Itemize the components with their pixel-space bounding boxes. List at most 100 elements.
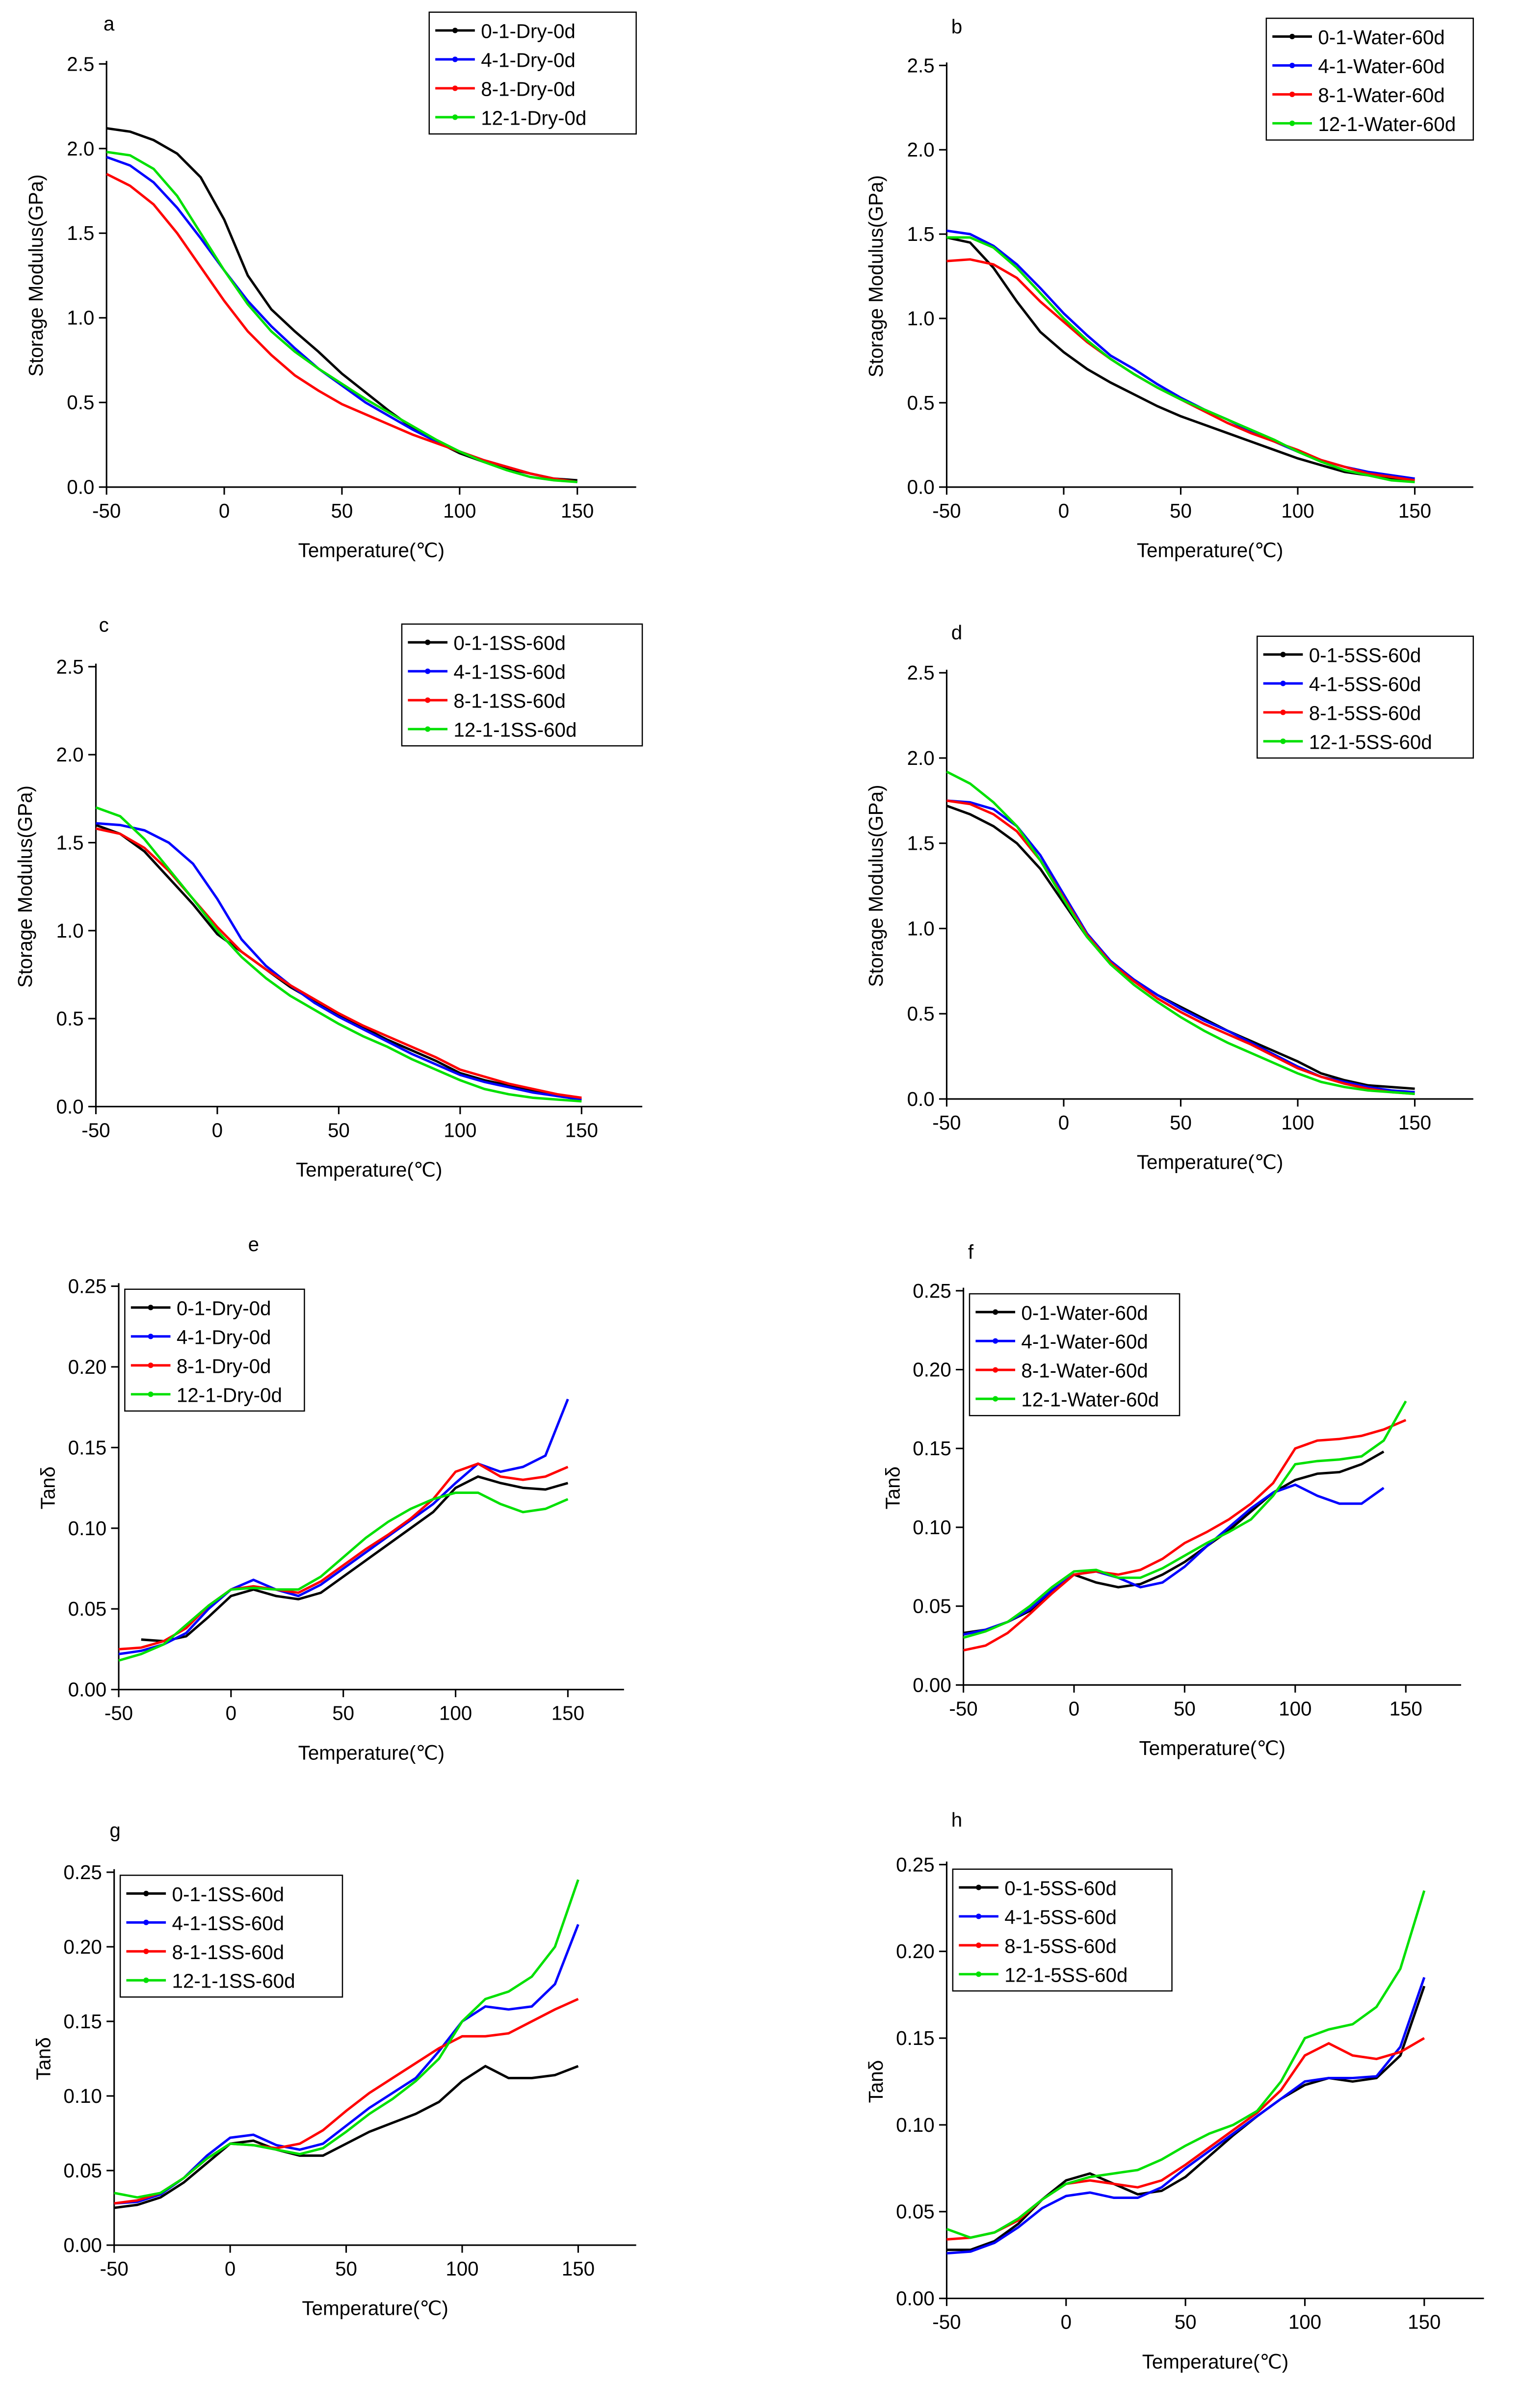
y-tick-label: 2.5: [907, 54, 935, 77]
legend-label: 8-1-Water-60d: [1021, 1360, 1148, 1382]
legend-label: 0-1-1SS-60d: [172, 1883, 285, 1906]
legend-label: 4-1-1SS-60d: [453, 661, 566, 683]
y-tick-label: 2.5: [907, 661, 935, 684]
y-tick-label: 2.5: [67, 52, 94, 75]
legend-label: 0-1-Dry-0d: [481, 20, 576, 43]
y-tick-label: 2.0: [67, 137, 94, 160]
series-line: [114, 1998, 579, 2205]
y-tick-label: 0.05: [896, 2200, 934, 2223]
series-line: [963, 1483, 1385, 1636]
x-tick-label: 50: [328, 1119, 350, 1141]
legend-marker: [148, 1334, 154, 1339]
legend-label: 0-1-Water-60d: [1318, 26, 1444, 49]
y-tick-label: 0.10: [63, 2085, 102, 2107]
legend-marker: [143, 1977, 149, 1983]
y-tick-label: 1.5: [67, 222, 94, 244]
y-tick-label: 2.0: [907, 747, 935, 769]
legend-marker: [1289, 62, 1295, 68]
legend-marker: [993, 1396, 998, 1402]
x-tick-label: -50: [932, 499, 961, 522]
y-axis-label: Tanδ: [37, 1466, 59, 1509]
y-tick-label: 0.10: [896, 2114, 934, 2136]
x-tick-label: 100: [1281, 1111, 1314, 1134]
y-axis-label: Tanδ: [32, 2037, 54, 2080]
x-axis-label: Temperature(℃): [1137, 539, 1283, 561]
y-tick-label: 0.00: [68, 1678, 106, 1701]
legend-marker: [1289, 120, 1295, 126]
legend-label: 8-1-Water-60d: [1318, 84, 1444, 106]
legend-label: 8-1-1SS-60d: [172, 1941, 285, 1963]
series-line: [95, 806, 582, 1103]
legend-marker: [425, 639, 431, 645]
legend-label: 8-1-Dry-0d: [481, 78, 576, 100]
series-line: [963, 1419, 1407, 1652]
series-line: [106, 151, 577, 483]
x-tick-label: 150: [1408, 2311, 1441, 2333]
legend-label: 12-1-1SS-60d: [453, 719, 577, 741]
y-tick-label: 0.05: [913, 1595, 951, 1618]
y-tick-label: 1.5: [56, 831, 84, 854]
x-tick-label: 150: [565, 1119, 598, 1141]
legend-label: 4-1-1SS-60d: [172, 1912, 285, 1935]
legend-marker: [1280, 652, 1286, 657]
x-tick-label: 50: [331, 499, 353, 522]
x-tick-label: 100: [444, 1119, 476, 1141]
legend-marker: [148, 1362, 154, 1368]
y-tick-label: 0.05: [63, 2159, 102, 2182]
x-tick-label: 50: [1170, 499, 1192, 522]
panel-label: d: [951, 621, 962, 644]
y-axis-label: Tanδ: [881, 1466, 904, 1509]
y-tick-label: 0.5: [56, 1007, 84, 1030]
series-line: [946, 770, 1415, 1095]
y-tick-label: 0.15: [63, 2010, 102, 2033]
legend-label: 12-1-5SS-60d: [1004, 1963, 1128, 1986]
series-line: [118, 1491, 569, 1662]
x-tick-label: 0: [226, 1702, 236, 1725]
legend-label: 8-1-5SS-60d: [1004, 1935, 1117, 1957]
y-tick-label: 0.00: [896, 2287, 934, 2310]
legend-marker: [976, 1942, 982, 1948]
series-line: [106, 127, 577, 482]
y-tick-label: 2.0: [56, 743, 84, 766]
x-tick-label: 150: [562, 2257, 595, 2280]
legend-marker: [1289, 91, 1295, 97]
legend-label: 12-1-Water-60d: [1318, 113, 1456, 135]
legend-marker: [993, 1338, 998, 1344]
x-tick-label: 100: [1281, 499, 1314, 522]
y-tick-label: 0.20: [913, 1358, 951, 1381]
x-tick-label: -50: [949, 1697, 977, 1720]
y-axis-label: Tanδ: [865, 2060, 887, 2103]
x-tick-label: 100: [1288, 2311, 1321, 2333]
x-tick-label: 50: [335, 2257, 357, 2280]
x-axis-label: Temperature(℃): [298, 539, 445, 561]
y-tick-label: 1.5: [907, 223, 935, 245]
legend-box: [119, 1874, 343, 1998]
legend-marker: [1289, 33, 1295, 40]
series-line: [946, 1890, 1426, 2239]
y-tick-label: 0.00: [63, 2234, 102, 2256]
x-tick-label: 0: [1069, 1697, 1079, 1720]
x-tick-label: 100: [439, 1702, 472, 1725]
legend-box: [124, 1288, 305, 1412]
x-tick-label: -50: [92, 499, 121, 522]
legend-box: [952, 1868, 1173, 1992]
legend-marker: [148, 1305, 154, 1310]
y-tick-label: 0.15: [913, 1437, 951, 1460]
legend-marker: [993, 1367, 998, 1373]
y-tick-label: 0.15: [896, 2027, 934, 2049]
x-axis-label: Temperature(℃): [302, 2297, 448, 2320]
series-line: [106, 173, 578, 483]
panel-label: h: [951, 1808, 962, 1831]
series-line: [946, 1986, 1426, 2251]
y-tick-label: 0.15: [68, 1436, 106, 1459]
x-tick-label: -50: [932, 2311, 961, 2333]
legend-marker: [1280, 681, 1286, 686]
y-tick-label: 1.5: [907, 832, 935, 855]
legend-label: 0-1-Dry-0d: [177, 1297, 271, 1319]
x-tick-label: 0: [1058, 1111, 1069, 1134]
panel-label: b: [951, 15, 962, 38]
series-line: [946, 2037, 1425, 2241]
series-line: [946, 236, 1415, 482]
